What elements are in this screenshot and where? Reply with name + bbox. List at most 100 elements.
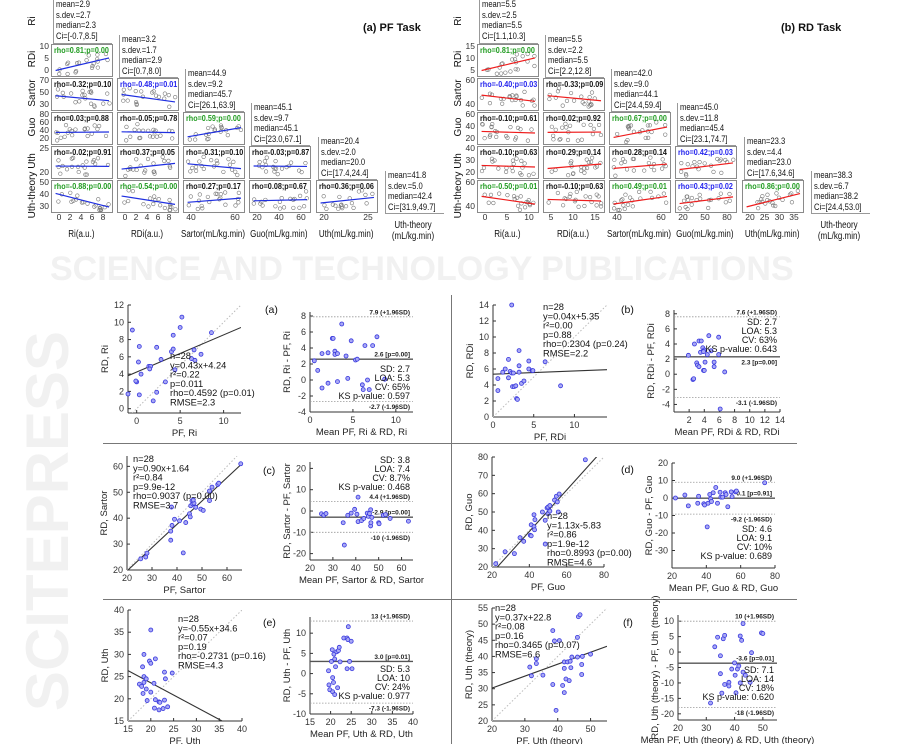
x-axis-label: PF, Uth <box>169 736 200 744</box>
data-point <box>148 689 154 695</box>
y-tick-label: 0 <box>484 412 489 422</box>
data-point <box>348 510 354 516</box>
data-point <box>150 398 156 404</box>
data-point <box>154 389 160 395</box>
y-tick-label: 4 <box>665 339 670 349</box>
data-point <box>226 157 231 162</box>
data-point <box>695 500 701 506</box>
data-point <box>82 126 88 131</box>
y-tick-label: 60 <box>465 109 475 119</box>
data-point <box>56 164 61 170</box>
x-tick-label: 60 <box>397 563 407 573</box>
agreement-stat: CV: 24% <box>375 682 410 692</box>
rho-label: rho=-0.02;p=0.91 <box>54 147 112 157</box>
data-point <box>193 164 199 170</box>
agreement-stat: LOA: 7.4 <box>374 464 410 474</box>
rho-label: rho=0.29;p=0.14 <box>546 147 601 157</box>
data-point <box>515 203 521 208</box>
data-point <box>651 161 657 167</box>
matrix-panel: rho=0.29;p=0.14 <box>543 146 605 179</box>
y-tick-label: 40 <box>465 143 475 153</box>
data-point <box>520 103 525 108</box>
data-point <box>370 191 375 197</box>
data-point <box>162 697 167 703</box>
data-point <box>105 91 110 96</box>
data-point <box>193 137 198 142</box>
data-point <box>527 664 533 670</box>
data-point <box>554 499 560 505</box>
x-tick-label: 50 <box>700 212 710 222</box>
agreement-stat: SD: 5.3 <box>380 664 410 674</box>
data-point <box>336 644 342 650</box>
data-point <box>315 367 321 373</box>
data-point <box>542 517 548 523</box>
x-axis-label: Uth-theory (mL/kg.min) <box>817 220 861 242</box>
y-axis-label: RD, Sartor <box>99 491 110 536</box>
data-point <box>728 489 734 495</box>
data-point <box>76 169 81 175</box>
data-point <box>361 516 367 521</box>
data-point <box>223 202 228 207</box>
data-point <box>262 159 267 164</box>
data-point <box>528 533 534 539</box>
data-point <box>299 170 304 175</box>
data-point <box>685 503 691 509</box>
data-point <box>598 132 604 138</box>
data-point <box>682 492 688 498</box>
data-point <box>147 366 153 372</box>
rho-label: rho=-0.10;p=0.63 <box>546 181 604 191</box>
data-point <box>620 157 626 162</box>
regression-stat: RMSE=6.6 <box>495 650 540 660</box>
data-point <box>359 382 365 388</box>
x-tick-label: 30 <box>367 717 377 727</box>
data-point <box>521 378 527 384</box>
data-point <box>124 124 129 129</box>
data-point <box>565 137 571 143</box>
regression-stat: p=0.011 <box>170 379 203 389</box>
data-point <box>257 159 262 165</box>
data-point <box>365 377 370 383</box>
data-point <box>692 160 697 165</box>
data-point <box>701 368 707 373</box>
data-point <box>685 352 691 358</box>
data-point <box>364 201 369 206</box>
data-point <box>517 207 523 212</box>
data-point <box>324 206 329 212</box>
data-point <box>278 206 283 211</box>
data-point <box>154 134 159 139</box>
rho-label: rho=0.86;p=0.00 <box>745 181 800 191</box>
x-tick-label: 20 <box>667 571 677 581</box>
data-point <box>130 188 135 194</box>
data-point <box>143 686 149 692</box>
data-point <box>106 202 111 207</box>
panel-plot <box>55 155 111 177</box>
data-point <box>355 494 361 500</box>
y-tick-label: 30 <box>114 649 124 659</box>
data-point <box>145 156 151 162</box>
data-point <box>677 206 682 211</box>
bland-altman-plot: 15 20 25 30 35 40 -10 -5 0 5 10 Mean PF, Uth & RD, … <box>282 614 418 740</box>
data-point <box>594 203 599 208</box>
x-tick-label: 15 <box>123 724 133 734</box>
regression-stat: rho=-0.2731 (p=0.16) <box>178 651 266 661</box>
data-point <box>654 120 659 125</box>
data-point <box>172 367 178 373</box>
data-point <box>167 197 172 203</box>
upper-loa-label: 9.0 (+1.96SD) <box>731 475 772 482</box>
data-point <box>169 523 175 528</box>
data-point <box>335 685 341 691</box>
x-tick-label: 5 <box>531 420 536 430</box>
x-tick-label: 40 <box>701 571 711 581</box>
data-point <box>56 158 61 163</box>
x-tick-label: 5 <box>178 416 183 426</box>
data-point <box>648 155 653 160</box>
data-point <box>718 671 723 677</box>
x-tick-label: 15 <box>590 212 600 222</box>
y-tick-label: 0 <box>301 669 306 679</box>
stats-line: s.dev.=5.0 <box>388 180 423 192</box>
y-tick-label: 10 <box>296 485 306 495</box>
y-tick-label: 40 <box>39 189 49 199</box>
data-point <box>520 54 525 59</box>
y-axis-label: RD, Sartor - PF, Sartor <box>282 463 293 559</box>
data-point <box>333 203 338 208</box>
